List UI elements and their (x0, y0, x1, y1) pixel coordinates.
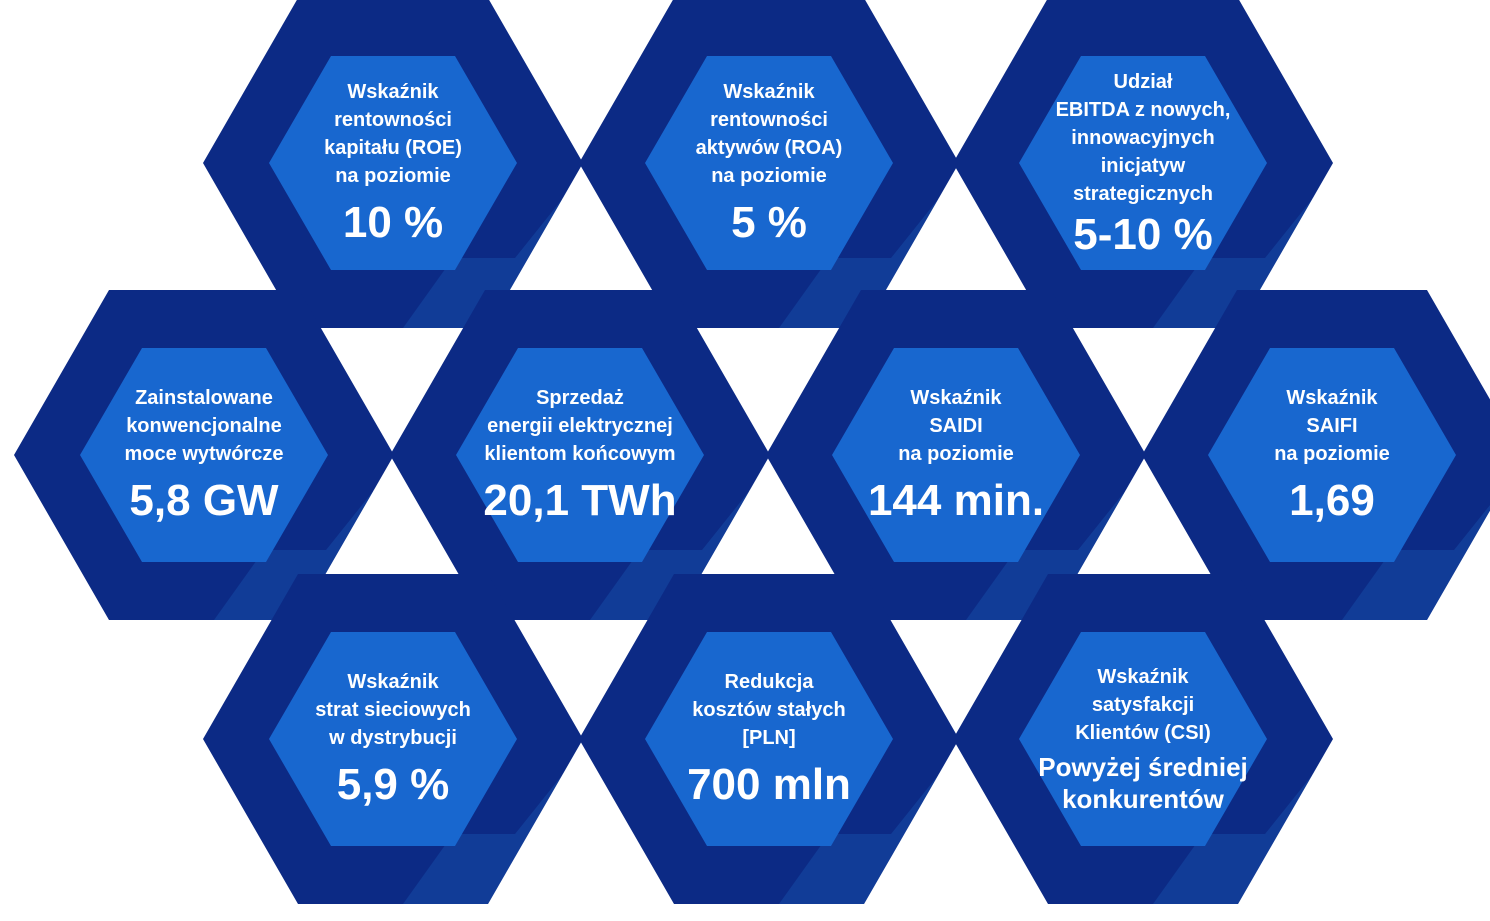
tile-label: Redukcja kosztów stałych [PLN] (692, 671, 846, 749)
tile-label: Sprzedaż energii elektrycznej klientom k… (484, 387, 676, 465)
tile-value: 700 mln (687, 760, 851, 809)
tile-value: 5-10 % (1073, 210, 1213, 259)
tile-value: 20,1 TWh (483, 476, 677, 525)
tile-value: 5,9 % (336, 760, 450, 809)
hexagon-shape (579, 574, 959, 904)
hex-tile-installed-capacity: Zainstalowane konwencjonalne moce wytwór… (14, 290, 394, 620)
tile-value: 5 % (731, 198, 807, 247)
tile-label: Wskaźnik rentowności kapitału (ROE) na p… (324, 81, 462, 187)
hexagon-shape (203, 574, 583, 904)
hexagon-shape (766, 290, 1146, 620)
tile-label: Wskaźnik SAIDI na poziomie (898, 387, 1014, 465)
tile-label: Wskaźnik SAIFI na poziomie (1274, 387, 1390, 465)
hex-tile-network-losses: Wskaźnik strat sieciowych w dystrybucji … (203, 574, 583, 921)
tile-value: 5,8 GW (129, 476, 279, 525)
tile-value: 144 min. (867, 476, 1045, 525)
tile-value: 1,69 (1289, 476, 1375, 525)
hexagon-shape (390, 290, 770, 620)
hex-tile-csi: Wskaźnik satysfakcji Klientów (CSI) Powy… (953, 574, 1333, 921)
hexagon-shape (14, 290, 394, 620)
tile-label: Wskaźnik rentowności aktywów (ROA) na po… (695, 81, 843, 187)
hex-tile-saidi: Wskaźnik SAIDI na poziomie 144 min. (766, 290, 1146, 620)
hexagon-shape (203, 0, 583, 328)
hex-tile-ebitda-share: Udział EBITDA z nowych, innowacyjnych in… (953, 0, 1333, 328)
tile-label: Wskaźnik satysfakcji Klientów (CSI) (1075, 666, 1211, 744)
hexagon-shape (953, 0, 1333, 328)
tile-label: Zainstalowane konwencjonalne moce wytwór… (124, 387, 284, 465)
tile-label: Wskaźnik strat sieciowych w dystrybucji (315, 671, 471, 749)
hex-tile-energy-sales: Sprzedaż energii elektrycznej klientom k… (390, 290, 770, 620)
hex-tile-saifi: Wskaźnik SAIFI na poziomie 1,69 (1142, 290, 1490, 620)
hex-tile-roe: Wskaźnik rentowności kapitału (ROE) na p… (203, 0, 583, 328)
tile-value: Powyżej średniej konkurentów (1038, 752, 1248, 814)
hex-tile-fixed-costs: Redukcja kosztów stałych [PLN] 700 mln (579, 574, 959, 921)
tile-label: Udział EBITDA z nowych, innowacyjnych in… (1055, 71, 1231, 205)
hexagon-shape (1142, 290, 1490, 620)
hexagon-shape (579, 0, 959, 328)
hexagon-shape (953, 574, 1333, 904)
tile-value: 10 % (342, 198, 444, 247)
hex-tile-roa: Wskaźnik rentowności aktywów (ROA) na po… (579, 0, 959, 328)
